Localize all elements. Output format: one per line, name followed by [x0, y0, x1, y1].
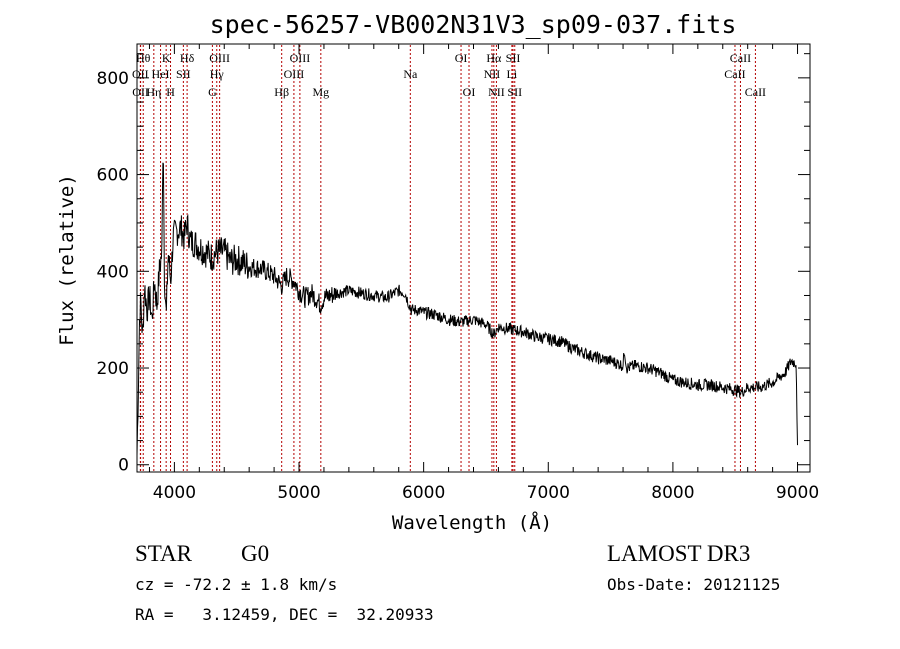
- line-marker-label-7: SII: [176, 67, 191, 81]
- line-marker-label-9: OIII: [209, 51, 230, 65]
- spectrum-line: [136, 162, 798, 456]
- chart-title: spec-56257-VB002N31V3_sp09-037.fits: [210, 10, 737, 39]
- line-marker-label-26: CaII: [724, 67, 745, 81]
- line-marker-label-22: SII: [506, 51, 521, 65]
- redshift-velocity: cz = -72.2 ± 1.8 km/s: [135, 575, 337, 594]
- line-marker-label-13: OIII: [284, 67, 305, 81]
- line-marker-label-15: Mg: [312, 85, 329, 99]
- x-tick-label-2: 6000: [402, 483, 445, 503]
- line-marker-label-8: H: [166, 85, 175, 99]
- line-marker-label-11: G: [208, 85, 217, 99]
- line-marker-label-16: Na: [403, 67, 418, 81]
- line-marker-label-18: OI: [463, 85, 476, 99]
- y-axis-label: Flux (relative): [56, 174, 78, 346]
- plot-frame: [136, 43, 811, 473]
- line-marker-label-2: OII: [132, 85, 149, 99]
- line-marker-label-3: K: [162, 51, 171, 65]
- line-marker-label-4: HeI: [152, 67, 170, 81]
- line-marker-label-25: CaII: [730, 51, 751, 65]
- object-class: STAR: [135, 541, 193, 566]
- line-marker-label-1: OII: [132, 67, 149, 81]
- line-marker-label-20: NII: [484, 67, 501, 81]
- line-marker-label-5: Hη: [146, 85, 161, 99]
- line-markers: [139, 45, 756, 471]
- line-marker-label-14: Hβ: [274, 85, 289, 99]
- line-marker-label-10: Hγ: [210, 67, 225, 81]
- line-marker-label-19: Hα: [486, 51, 502, 65]
- object-subclass: G0: [241, 541, 269, 566]
- line-marker-label-12: OIII: [290, 51, 311, 65]
- line-marker-label-23: Li: [507, 67, 518, 81]
- y-tick-label-3: 600: [97, 166, 129, 186]
- x-tick-label-5: 9000: [776, 483, 819, 503]
- coordinates: RA = 3.12459, DEC = 32.20933: [135, 605, 434, 624]
- line-marker-label-24: SII: [507, 85, 522, 99]
- y-tick-label-2: 400: [97, 262, 129, 282]
- line-marker-label-21: NII: [488, 85, 505, 99]
- line-marker-label-0: Hθ: [136, 51, 151, 65]
- x-axis-ticks: 4000 5000 6000 7000 8000 9000: [148, 44, 819, 503]
- line-marker-label-17: OI: [455, 51, 468, 65]
- x-tick-label-0: 4000: [153, 483, 196, 503]
- y-tick-label-4: 800: [97, 69, 129, 89]
- x-tick-label-3: 7000: [527, 483, 570, 503]
- line-marker-label-27: CaII: [745, 85, 766, 99]
- survey-name: LAMOST DR3: [607, 541, 750, 566]
- y-axis-ticks: 0 200 400 600 800: [97, 53, 810, 476]
- line-marker-label-6: Hδ: [180, 51, 195, 65]
- y-tick-label-0: 0: [118, 456, 129, 476]
- y-tick-label-1: 200: [97, 359, 129, 379]
- x-tick-label-1: 5000: [277, 483, 320, 503]
- x-tick-label-4: 8000: [651, 483, 694, 503]
- x-axis-label: Wavelength (Å): [392, 511, 552, 534]
- observation-date: Obs-Date: 20121125: [607, 575, 780, 594]
